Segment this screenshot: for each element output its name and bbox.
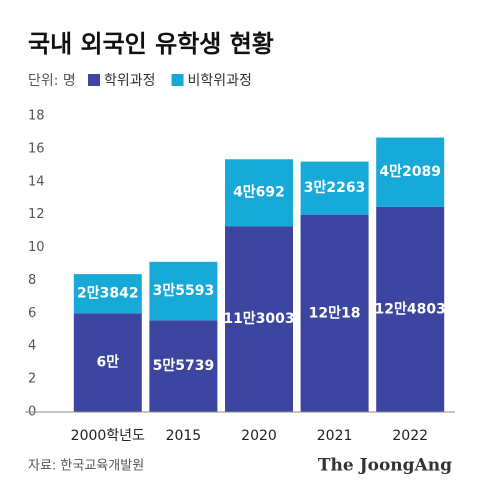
bar-segment [73,313,142,412]
bar-segment [376,137,445,207]
value-label: 6만 [96,355,119,371]
logo: The JoongAng [318,456,452,476]
value-label: 12만4803 [375,301,446,317]
y-tick-label: 8 [28,273,36,288]
legend-swatch [88,74,100,86]
value-label: 5만5739 [153,358,215,374]
value-label: 3만5593 [153,283,215,299]
value-label: 4만2089 [379,164,441,180]
y-tick-label: 6 [28,306,36,321]
legend-label: 학위과정 [104,73,156,89]
legend-label: 비학위과정 [188,73,252,89]
bar-segment [149,320,218,412]
value-label: 4만692 [233,185,285,201]
x-tick-label: 2022 [392,428,428,444]
unit-label: 단위: 명 [28,73,76,89]
bar-segment [300,214,369,412]
x-tick-label: 2000학년도 [71,428,145,444]
source: 자료: 한국교육개발원 [28,459,144,474]
value-label: 11만3003 [223,311,294,327]
y-tick-label: 10 [28,240,45,255]
y-tick-label: 12 [28,207,45,222]
value-label: 2만3842 [77,286,139,302]
bar-segment [225,226,293,412]
bar-segment [300,161,369,215]
y-tick-label: 18 [28,109,45,124]
legend-swatch [171,74,184,86]
x-tick-label: 2020 [241,428,277,444]
bar-segment [149,261,218,321]
value-label: 3만2263 [304,180,366,196]
value-label: 12만18 [309,305,361,321]
bar-segment [73,274,142,314]
y-tick-label: 4 [28,339,36,354]
bar-segment [376,206,445,412]
y-tick-label: 16 [28,141,45,156]
x-tick-label: 2021 [317,428,353,444]
chart-title: 국내 외국인 유학생 현황 [28,30,274,58]
y-tick-label: 2 [28,372,36,387]
x-tick-label: 2015 [166,428,202,444]
y-tick-label: 14 [28,174,45,189]
bar-segment [225,159,293,227]
